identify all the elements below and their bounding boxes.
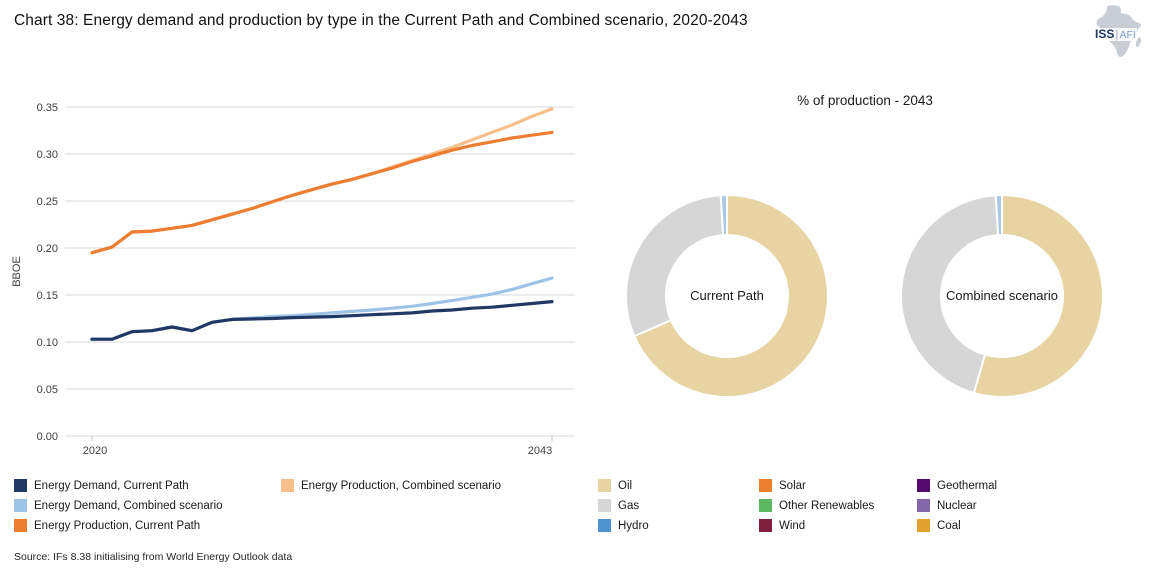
line-chart: 0.00 0.05 0.10 0.15 0.20 0.25 0.30 0.35 BBOE 2020… bbox=[11, 102, 575, 457]
legend-swatch-solar bbox=[759, 479, 772, 492]
legend-label: Coal bbox=[937, 519, 961, 532]
legend-swatch-gas bbox=[598, 499, 611, 512]
y-tick-label: 0.30 bbox=[37, 149, 58, 161]
logo-iss-text: ISS bbox=[1095, 27, 1115, 41]
donut-center-label: Current Path bbox=[690, 288, 764, 303]
line-legend-column-2: Energy Production, Combined scenario bbox=[281, 479, 501, 499]
legend-label: Energy Demand, Current Path bbox=[34, 479, 189, 492]
donut-0-slice-gas bbox=[625, 194, 725, 338]
legend-item-other-renewables: Other Renewables bbox=[759, 499, 874, 512]
legend-swatch-geothermal bbox=[917, 479, 930, 492]
legend-swatch-wind bbox=[759, 519, 772, 532]
legend-label: Energy Production, Current Path bbox=[34, 519, 201, 532]
legend-item-oil: Oil bbox=[598, 479, 649, 492]
legend-label: Nuclear bbox=[937, 499, 977, 512]
donut-center-label: Combined scenario bbox=[946, 288, 1058, 303]
donut-charts: % of production - 2043 Current Path Combin… bbox=[625, 93, 1104, 398]
logo-separator: | bbox=[1115, 27, 1119, 41]
logo-wordmark: ISS|AFI bbox=[1094, 28, 1137, 41]
y-tick-label: 0.05 bbox=[37, 384, 58, 396]
legend-item-energy-demand-combined-scenario: Energy Demand, Combined scenario bbox=[14, 499, 223, 512]
legend-swatch-energy-demand-combined-scenario bbox=[14, 499, 27, 512]
legend-item-wind: Wind bbox=[759, 519, 874, 532]
donut-0-slice-hydro bbox=[719, 193, 728, 237]
legend-swatch-nuclear bbox=[917, 499, 930, 512]
legend-swatch-hydro bbox=[598, 519, 611, 532]
x-tick-label: 2020 bbox=[83, 445, 107, 457]
y-tick-label: 0.15 bbox=[37, 290, 58, 302]
legend-item-coal: Coal bbox=[917, 519, 997, 532]
donut-legend-column-1: Oil Gas Hydro bbox=[598, 479, 649, 539]
line-series-0 bbox=[90, 300, 554, 341]
donut-section-title: % of production - 2043 bbox=[797, 93, 933, 108]
legend-swatch-energy-demand-current-path bbox=[14, 479, 27, 492]
legend-label: Oil bbox=[618, 479, 633, 492]
legend-swatch-coal bbox=[917, 519, 930, 532]
donut-legend-column-2: Solar Other Renewables Wind bbox=[759, 479, 874, 539]
legend-label: Other Renewables bbox=[779, 499, 875, 512]
legend-label: Wind bbox=[779, 519, 806, 532]
line-series-2 bbox=[90, 130, 554, 255]
legend-swatch-energy-production-current-path bbox=[14, 519, 27, 532]
legend-item-geothermal: Geothermal bbox=[917, 479, 997, 492]
legend-label: Energy Demand, Combined scenario bbox=[34, 499, 223, 512]
legend-swatch-energy-production-combined-scenario bbox=[281, 479, 294, 492]
legend-label: Hydro bbox=[618, 519, 649, 532]
donut-1-slice-oil bbox=[972, 193, 1104, 398]
legend-item-energy-demand-current-path: Energy Demand, Current Path bbox=[14, 479, 223, 492]
page-title: Chart 38: Energy demand and production b… bbox=[14, 12, 748, 29]
y-tick-label: 0.00 bbox=[37, 431, 58, 443]
legend-swatch-oil bbox=[598, 479, 611, 492]
donut-1-slice-gas bbox=[900, 194, 1000, 395]
source-note: Source: IFs 8.38 initialising from World… bbox=[14, 551, 293, 563]
donut-1-slice-hydro bbox=[994, 193, 1003, 237]
legend-item-hydro: Hydro bbox=[598, 519, 649, 532]
legend-label: Geothermal bbox=[937, 479, 998, 492]
y-axis-label: BBOE bbox=[11, 256, 23, 287]
y-tick-label: 0.20 bbox=[37, 243, 58, 255]
y-tick-label: 0.25 bbox=[37, 196, 58, 208]
line-legend-column-1: Energy Demand, Current Path Energy Demand… bbox=[14, 479, 223, 539]
legend-item-energy-production-combined-scenario: Energy Production, Combined scenario bbox=[281, 479, 501, 492]
y-tick-label: 0.10 bbox=[37, 337, 58, 349]
legend-label: Gas bbox=[618, 499, 640, 512]
logo-afi-text: AFI bbox=[1119, 29, 1136, 41]
legend-item-energy-production-current-path: Energy Production, Current Path bbox=[14, 519, 223, 532]
legend-label: Solar bbox=[779, 479, 806, 492]
donut-legend-column-3: Geothermal Nuclear Coal bbox=[917, 479, 997, 539]
legend-item-nuclear: Nuclear bbox=[917, 499, 997, 512]
y-tick-label: 0.35 bbox=[37, 102, 58, 114]
donut-0-slice-oil bbox=[632, 193, 829, 398]
iss-afi-logo: ISS|AFI bbox=[1086, 4, 1146, 58]
legend-label: Energy Production, Combined scenario bbox=[301, 479, 502, 492]
legend-item-gas: Gas bbox=[598, 499, 649, 512]
legend-swatch-other-renewables bbox=[759, 499, 772, 512]
legend-item-solar: Solar bbox=[759, 479, 874, 492]
x-tick-label: 2043 bbox=[528, 445, 552, 457]
